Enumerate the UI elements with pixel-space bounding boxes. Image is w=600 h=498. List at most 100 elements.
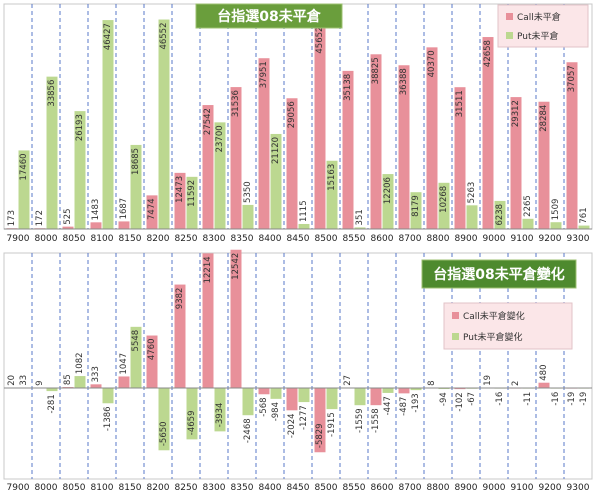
call-value-label: 36388 <box>399 68 409 95</box>
put-value-label: 11592 <box>187 180 197 207</box>
legend-label: Put未平倉變化 <box>463 331 523 343</box>
put-value-label: -16 <box>495 392 505 406</box>
category-label: 9100 <box>511 483 534 493</box>
put-bar <box>354 388 366 406</box>
put-value-label: 8179 <box>411 195 421 217</box>
put-value-label: -447 <box>383 396 393 415</box>
call-bar <box>174 172 186 229</box>
call-bar <box>426 47 438 230</box>
category-label: 9200 <box>539 483 562 493</box>
put-bar <box>494 200 506 229</box>
legend-swatch <box>452 333 459 340</box>
put-bar <box>578 225 590 229</box>
put-bar <box>438 388 450 390</box>
put-value-label: 26193 <box>75 114 85 141</box>
category-label: 8300 <box>203 483 226 493</box>
call-bar <box>146 195 158 229</box>
call-value-label: -568 <box>259 397 269 416</box>
put-bar <box>326 160 338 229</box>
put-value-label: -1915 <box>327 412 337 437</box>
put-value-label: 5548 <box>131 330 141 352</box>
category-label: 9300 <box>567 483 590 493</box>
put-value-label: 18685 <box>131 148 141 175</box>
put-value-label: -3934 <box>215 403 225 428</box>
call-bar <box>342 70 354 229</box>
call-value-label: 29312 <box>511 100 521 127</box>
put-value-label: -19 <box>579 392 589 406</box>
category-label: 8250 <box>175 483 198 493</box>
put-value-label: -16 <box>551 392 561 406</box>
call-value-label: 7474 <box>147 198 157 220</box>
call-value-label: 27542 <box>203 108 213 135</box>
category-label: 8050 <box>63 483 86 493</box>
category-label: 8600 <box>371 483 394 493</box>
put-value-label: 351 <box>355 209 365 225</box>
put-value-label: 12206 <box>383 177 393 204</box>
category-label: 8800 <box>427 234 450 244</box>
put-bar <box>438 182 450 229</box>
call-value-label: 37951 <box>259 61 269 88</box>
call-bar <box>398 65 410 229</box>
put-bar <box>130 326 142 388</box>
call-bar <box>230 249 242 388</box>
put-value-label: 46552 <box>159 22 169 49</box>
put-value-label: 6238 <box>495 204 505 226</box>
call-bar <box>454 87 466 229</box>
call-bar <box>482 37 494 229</box>
put-bar <box>298 223 310 229</box>
legend-swatch <box>506 32 513 39</box>
put-bar <box>382 388 394 393</box>
category-label: 8300 <box>203 234 226 244</box>
call-value-label: 28284 <box>539 105 549 132</box>
put-bar <box>158 19 170 229</box>
put-value-label: 5350 <box>243 181 253 203</box>
call-bar <box>202 253 214 388</box>
category-label: 9000 <box>483 483 506 493</box>
put-bar <box>326 388 338 410</box>
put-value-label: 1082 <box>75 352 85 374</box>
call-value-label: 172 <box>35 210 45 226</box>
call-bar <box>286 388 298 411</box>
put-bar <box>354 227 366 229</box>
put-bar <box>270 388 282 399</box>
put-bar <box>102 388 114 404</box>
call-bar <box>454 388 466 390</box>
put-bar <box>410 388 422 391</box>
category-label: 8900 <box>455 234 478 244</box>
put-bar <box>102 20 114 229</box>
put-bar <box>270 133 282 229</box>
put-bar <box>214 388 226 432</box>
category-label: 8700 <box>399 234 422 244</box>
open-interest-change-panel: 20 33 7900 9 -281 8000 85 1082 8050 333 -1386 8100 1… <box>0 247 600 494</box>
category-label: 8350 <box>231 234 254 244</box>
put-bar <box>18 150 30 229</box>
call-value-label: 45652 <box>315 27 325 54</box>
call-value-label: -1558 <box>371 408 381 433</box>
legend-label: Put未平倉 <box>517 30 559 42</box>
category-label: 8350 <box>231 483 254 493</box>
legend-box <box>497 4 589 48</box>
put-bar <box>382 174 394 229</box>
call-bar <box>146 335 158 388</box>
call-value-label: 35138 <box>343 74 353 101</box>
call-bar <box>538 382 550 388</box>
category-label: 8200 <box>147 483 170 493</box>
category-label: 8100 <box>91 483 114 493</box>
put-bar <box>298 388 310 403</box>
category-label: 8400 <box>259 483 282 493</box>
call-bar <box>202 105 214 229</box>
call-value-label: 4760 <box>147 339 157 361</box>
call-value-label: 31536 <box>231 90 241 117</box>
call-value-label: 2 <box>511 381 521 386</box>
call-bar <box>174 284 186 388</box>
put-bar <box>158 388 170 451</box>
put-value-label: -1277 <box>299 405 309 430</box>
call-value-label: 38825 <box>371 57 381 84</box>
chart-title-box <box>195 3 343 29</box>
call-bar <box>258 388 270 395</box>
call-bar <box>258 58 270 229</box>
call-value-label: 42658 <box>483 40 493 67</box>
category-label: 8500 <box>315 483 338 493</box>
call-value-label: 525 <box>63 208 73 224</box>
category-label: 7900 <box>7 234 30 244</box>
